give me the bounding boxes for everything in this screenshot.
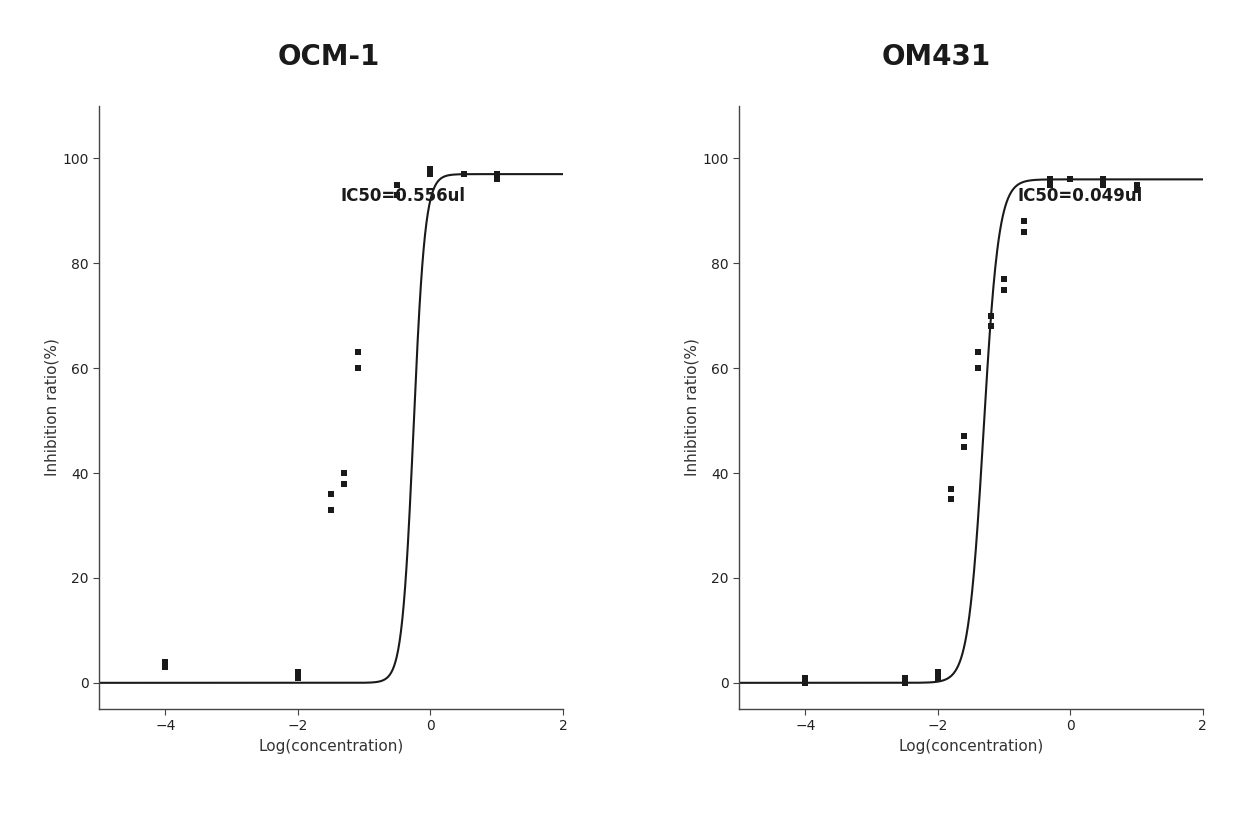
Point (1014, 215, 1034, 228)
Point (335, 466, 355, 479)
Point (955, 440, 975, 453)
Text: OM431: OM431 (882, 43, 991, 71)
Y-axis label: Inhibition ratio(%): Inhibition ratio(%) (684, 338, 699, 477)
Point (420, 162, 440, 175)
Point (487, 173, 507, 186)
Point (981, 319, 1001, 333)
Point (795, 676, 815, 689)
Point (321, 503, 341, 516)
Point (895, 671, 915, 684)
Point (288, 666, 308, 679)
Point (155, 655, 175, 668)
Point (941, 493, 961, 506)
Point (1040, 173, 1060, 186)
X-axis label: Log(concentration): Log(concentration) (898, 739, 1044, 754)
Point (1127, 178, 1147, 192)
Text: OCM-1: OCM-1 (278, 43, 379, 71)
Point (321, 487, 341, 500)
Point (454, 168, 474, 181)
X-axis label: Log(concentration): Log(concentration) (258, 739, 404, 754)
Point (1094, 178, 1114, 192)
Point (1060, 173, 1080, 186)
Text: IC50=0.049ul: IC50=0.049ul (1017, 187, 1142, 205)
Point (387, 178, 407, 192)
Point (335, 477, 355, 490)
Point (967, 346, 987, 359)
Point (955, 430, 975, 443)
Point (347, 346, 367, 359)
Point (941, 482, 961, 496)
Point (487, 168, 507, 181)
Point (895, 676, 915, 689)
Point (994, 283, 1014, 296)
Point (1014, 225, 1034, 238)
Point (454, 168, 474, 181)
Point (1127, 183, 1147, 196)
Point (288, 671, 308, 684)
Point (928, 666, 947, 679)
Point (967, 362, 987, 375)
Text: IC50=0.556ul: IC50=0.556ul (340, 187, 465, 205)
Point (347, 362, 367, 375)
Point (928, 671, 947, 684)
Point (387, 188, 407, 201)
Point (1040, 178, 1060, 192)
Point (994, 272, 1014, 285)
Point (795, 671, 815, 684)
Y-axis label: Inhibition ratio(%): Inhibition ratio(%) (45, 338, 60, 477)
Point (981, 309, 1001, 322)
Point (420, 168, 440, 181)
Point (1094, 173, 1114, 186)
Point (155, 661, 175, 674)
Point (1060, 173, 1080, 186)
